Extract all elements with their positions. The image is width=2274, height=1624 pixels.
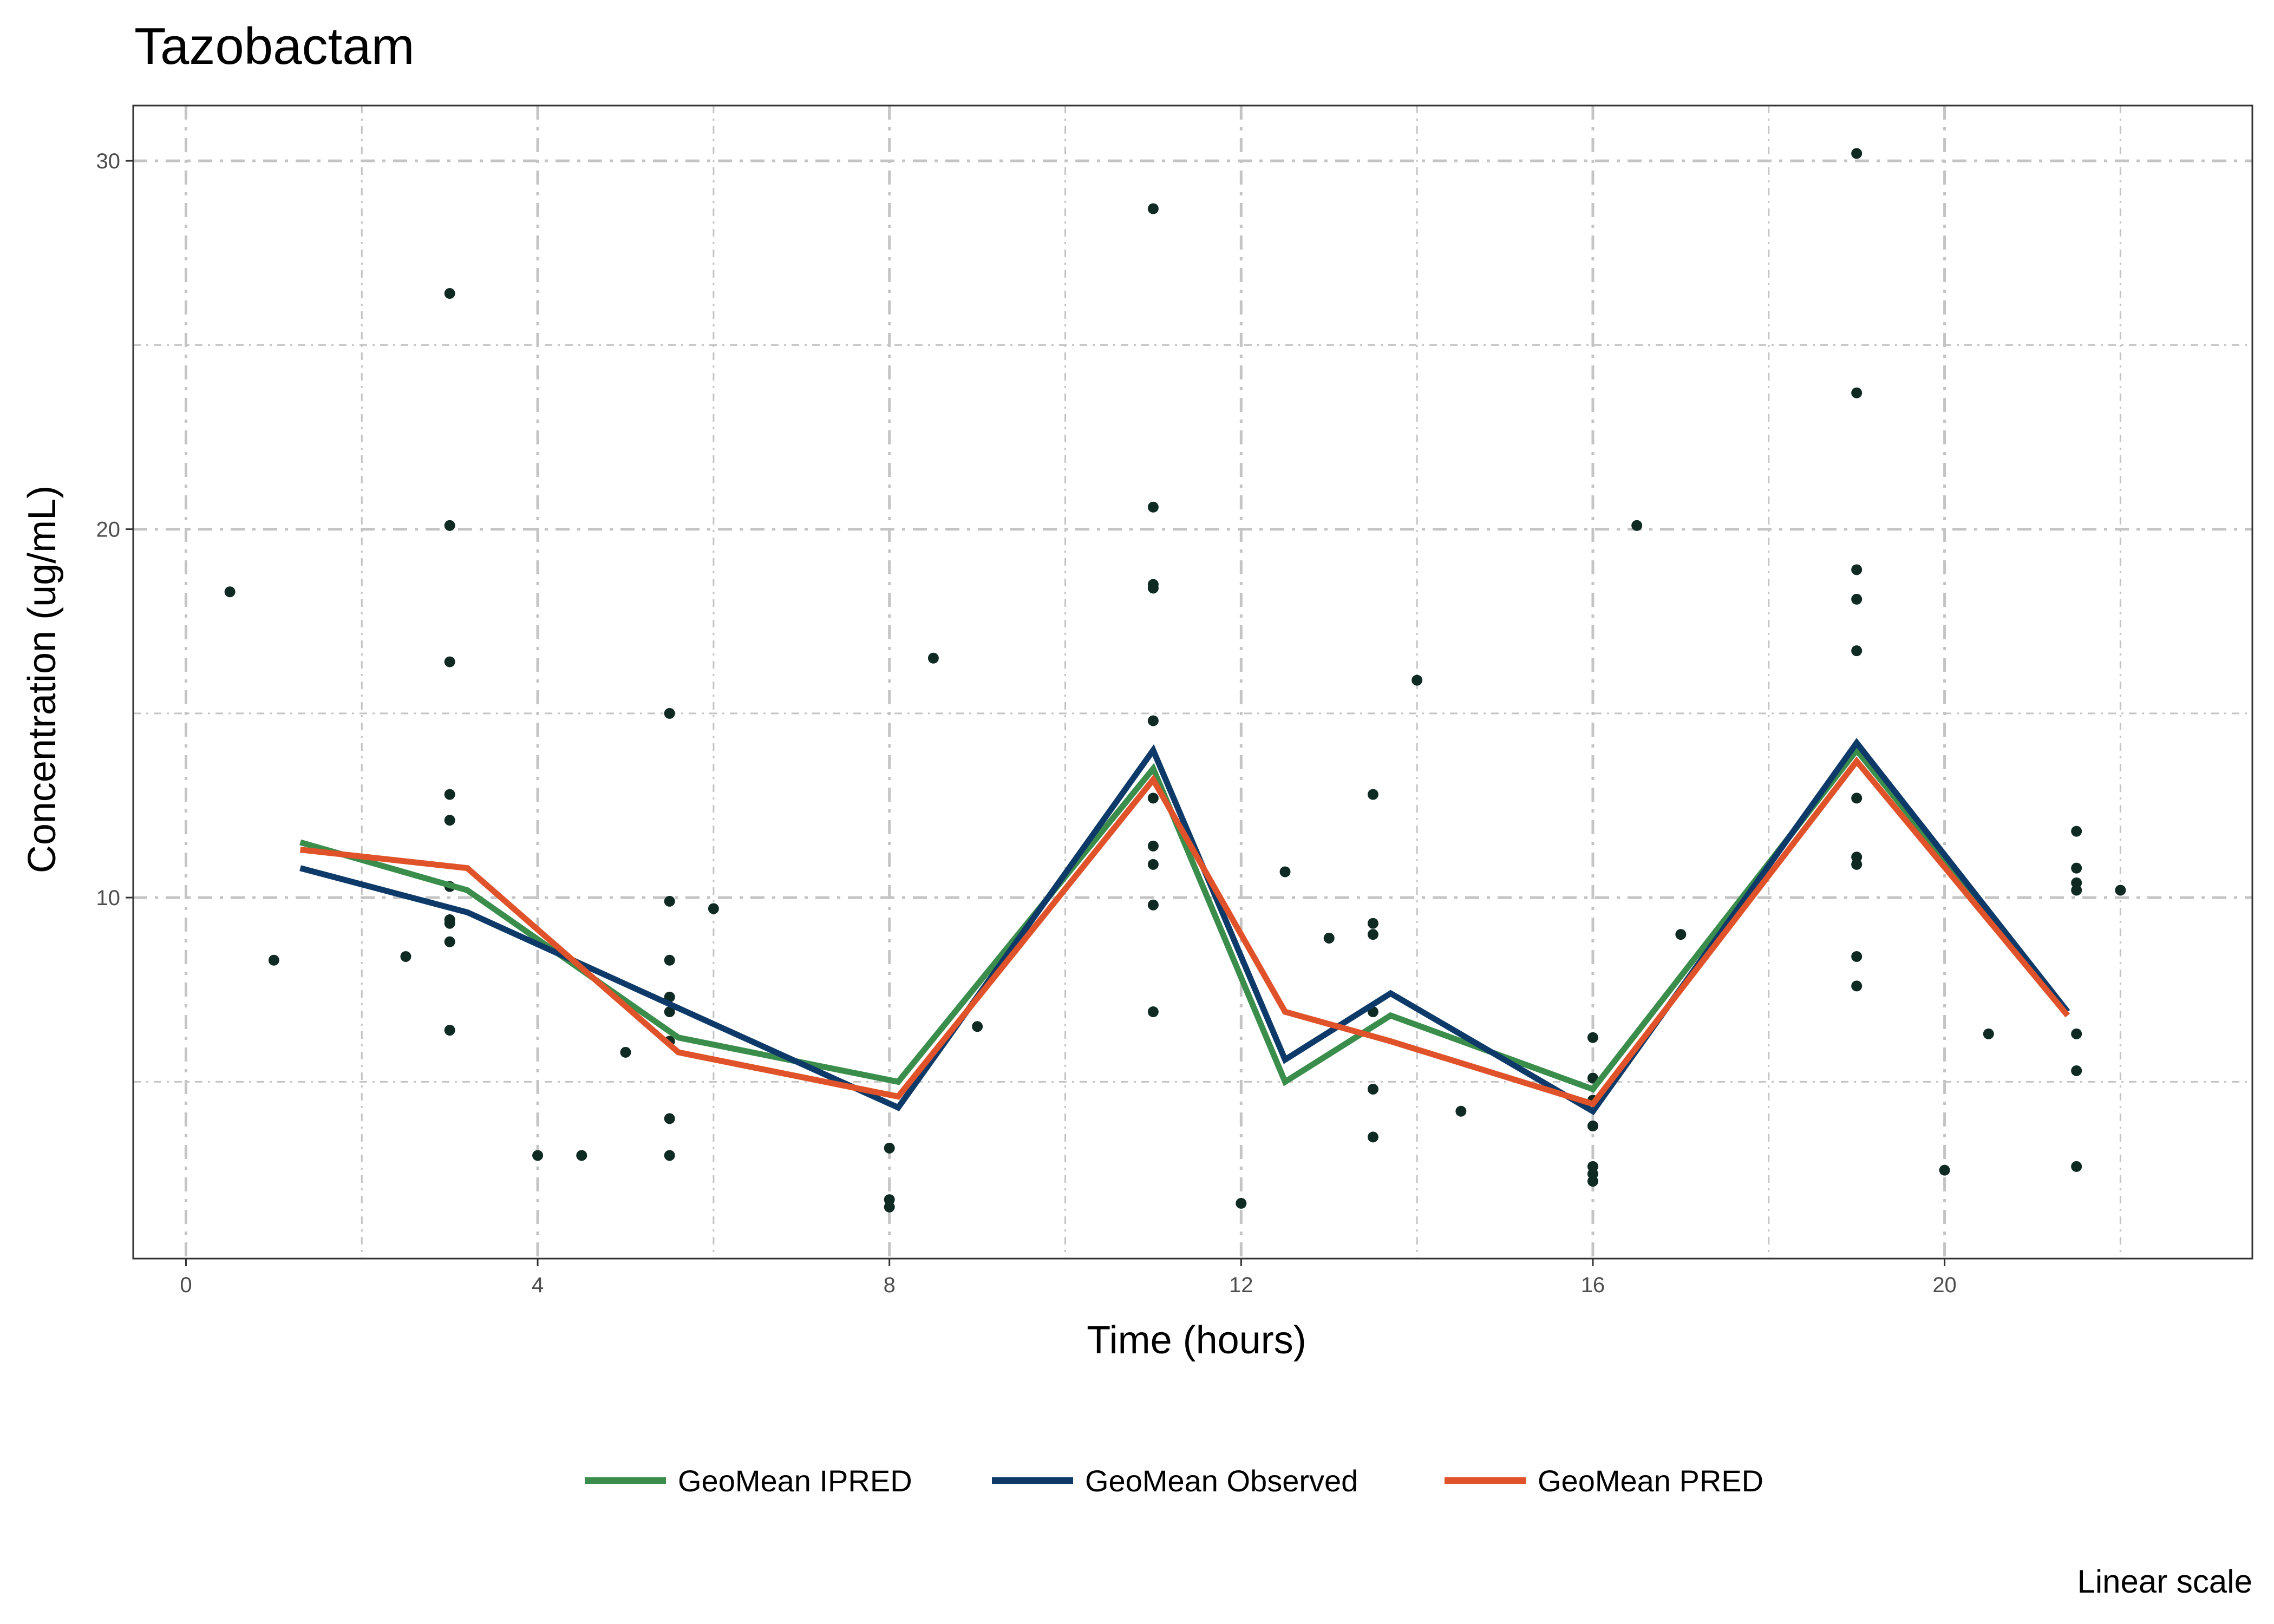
- observed-point: [444, 656, 455, 667]
- y-tick-label: 30: [96, 149, 121, 173]
- y-tick-label: 10: [96, 886, 121, 910]
- observed-point: [1367, 1083, 1378, 1095]
- observed-point: [1367, 929, 1378, 940]
- observed-point: [1367, 918, 1378, 929]
- x-tick-label: 4: [532, 1273, 544, 1297]
- observed-point: [1147, 840, 1159, 852]
- observed-point: [1851, 387, 1863, 398]
- observed-point: [444, 789, 455, 800]
- observed-point: [927, 652, 939, 664]
- observed-point: [1236, 1197, 1247, 1209]
- observed-point: [1412, 675, 1423, 686]
- y-axis: 10 20 30: [96, 149, 133, 910]
- observed-point: [444, 815, 455, 826]
- observed-point: [2071, 1161, 2082, 1172]
- observed-point: [268, 954, 279, 966]
- observed-point: [2071, 862, 2082, 874]
- observed-point: [1851, 593, 1863, 605]
- observed-point: [1587, 1072, 1598, 1084]
- y-tick-label: 20: [96, 518, 121, 542]
- observed-point: [884, 1201, 895, 1213]
- observed-point: [1147, 501, 1159, 513]
- observed-point: [620, 1046, 631, 1058]
- observed-point: [884, 1142, 895, 1154]
- x-axis-title: Time (hours): [1087, 1319, 1306, 1362]
- y-axis-title: Concentration (ug/mL): [21, 486, 64, 873]
- observed-point: [664, 708, 675, 719]
- observed-point: [1851, 148, 1863, 159]
- legend: GeoMean IPRED GeoMean Observed GeoMean PRE…: [585, 1464, 1763, 1498]
- observed-point: [444, 1025, 455, 1036]
- observed-point: [1939, 1164, 1950, 1176]
- x-axis: 0 4 8 12 16 20: [180, 1259, 1957, 1297]
- grid: [133, 106, 2252, 1259]
- series-lines: [299, 738, 2070, 1116]
- observed-point: [1147, 203, 1159, 214]
- observed-point: [1851, 645, 1863, 657]
- observed-point: [664, 895, 675, 907]
- observed-point: [2071, 826, 2082, 837]
- observed-point: [444, 918, 455, 929]
- observed-point: [1983, 1028, 1994, 1039]
- observed-point: [1675, 929, 1687, 940]
- observed-point: [1367, 789, 1378, 800]
- observed-point: [2071, 885, 2082, 896]
- x-tick-label: 12: [1229, 1273, 1253, 1297]
- observed-point: [400, 951, 411, 962]
- observed-point: [972, 1021, 983, 1032]
- observed-point: [1147, 582, 1159, 594]
- series-line-geomean-ipred: [299, 745, 2070, 1093]
- observed-point: [532, 1150, 544, 1161]
- observed-point: [1631, 520, 1643, 531]
- observed-point: [444, 520, 455, 531]
- observed-point: [708, 903, 719, 914]
- series-line-geomean-pred: [299, 756, 2070, 1108]
- observed-point: [2071, 1065, 2082, 1076]
- observed-point: [2071, 1028, 2082, 1039]
- series-line-geomean-observed: [299, 738, 2070, 1116]
- observed-point: [576, 1150, 587, 1161]
- observed-point: [1279, 866, 1291, 878]
- observed-point: [1147, 1006, 1159, 1018]
- observed-point: [1147, 859, 1159, 870]
- plot-panel: [132, 104, 2253, 1260]
- observed-point: [1851, 793, 1863, 804]
- observed-points: [224, 148, 2126, 1213]
- observed-point: [1587, 1176, 1598, 1187]
- observed-point: [1147, 793, 1159, 804]
- observed-point: [664, 954, 675, 966]
- observed-point: [1367, 1131, 1378, 1143]
- observed-point: [1587, 1032, 1598, 1043]
- observed-point: [2115, 885, 2126, 896]
- x-tick-label: 16: [1581, 1273, 1605, 1297]
- observed-point: [1323, 932, 1335, 944]
- observed-point: [444, 936, 455, 947]
- observed-point: [444, 288, 455, 299]
- observed-point: [1587, 1121, 1598, 1132]
- observed-point: [664, 1006, 675, 1018]
- x-tick-label: 8: [884, 1273, 896, 1297]
- observed-point: [664, 1150, 675, 1161]
- x-tick-label: 20: [1932, 1273, 1957, 1297]
- chart-caption: Linear scale: [2077, 1563, 2252, 1600]
- observed-point: [1851, 564, 1863, 575]
- x-tick-label: 0: [180, 1273, 192, 1297]
- observed-point: [1147, 899, 1159, 911]
- observed-point: [1455, 1105, 1467, 1117]
- observed-point: [1851, 951, 1863, 962]
- observed-point: [1851, 859, 1863, 870]
- legend-label: GeoMean PRED: [1538, 1464, 1763, 1498]
- observed-point: [664, 1113, 675, 1124]
- legend-label: GeoMean IPRED: [678, 1464, 912, 1498]
- observed-point: [1147, 715, 1159, 726]
- observed-point: [1851, 980, 1863, 992]
- observed-point: [224, 586, 236, 598]
- legend-label: GeoMean Observed: [1085, 1464, 1358, 1498]
- chart-title: Tazobactam: [134, 17, 415, 75]
